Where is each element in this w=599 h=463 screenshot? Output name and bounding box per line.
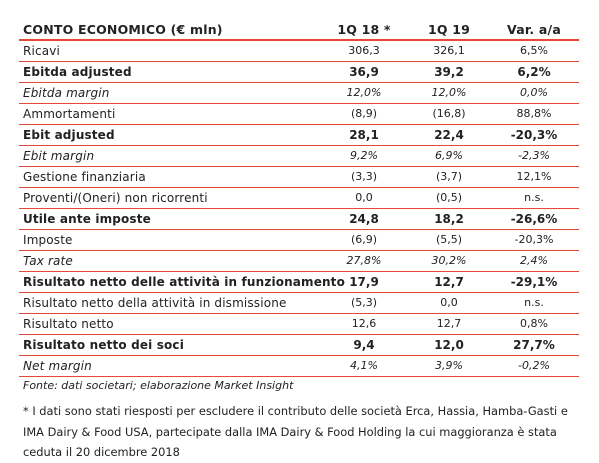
row-label: Risultato netto dei soci bbox=[23, 338, 184, 352]
table-row: Utile ante imposte 24,8 18,2 -26,6% bbox=[19, 209, 579, 230]
table-row: Risultato netto delle attività in funzio… bbox=[19, 272, 579, 293]
header-var: Var. a/a bbox=[489, 20, 579, 41]
table-row: Ebit margin 9,2% 6,9% -2,3% bbox=[19, 146, 579, 167]
row-value-1q18: 0,0 bbox=[355, 191, 373, 204]
row-value-1q19: 12,7 bbox=[434, 275, 464, 289]
row-value-var: 0,8% bbox=[520, 317, 548, 330]
row-value-1q18: (8,9) bbox=[350, 107, 378, 120]
row-value-1q19: 12,7 bbox=[436, 317, 462, 330]
row-label: Ebit margin bbox=[23, 149, 95, 163]
table-row: Gestione finanziaria (3,3) (3,7) 12,1% bbox=[19, 167, 579, 188]
row-value-1q18: (5,3) bbox=[350, 296, 378, 309]
row-value-var: 0,0% bbox=[520, 86, 548, 99]
row-value-var: -26,6% bbox=[510, 212, 558, 226]
row-value-var: -20,3% bbox=[510, 128, 558, 142]
row-value-1q18: 9,4 bbox=[353, 338, 375, 352]
table-row: Ricavi 306,3 326,1 6,5% bbox=[19, 40, 579, 62]
row-label: Ebit adjusted bbox=[23, 128, 115, 142]
table-row: Imposte (6,9) (5,5) -20,3% bbox=[19, 230, 579, 251]
row-value-1q18: 12,0% bbox=[346, 86, 382, 99]
row-label: Risultato netto della attività in dismis… bbox=[23, 296, 287, 310]
table-header-row: CONTO ECONOMICO (€ mln) 1Q 18 * 1Q 19 Va… bbox=[19, 20, 579, 41]
row-value-1q19: 326,1 bbox=[433, 44, 465, 57]
row-label: Ricavi bbox=[23, 44, 60, 58]
row-value-1q19: (16,8) bbox=[432, 107, 466, 120]
header-1q18: 1Q 18 * bbox=[319, 20, 409, 41]
table-row: Ebit adjusted 28,1 22,4 -20,3% bbox=[19, 125, 579, 146]
row-value-var: -0,2% bbox=[518, 359, 550, 372]
row-value-1q18: 28,1 bbox=[349, 128, 379, 142]
row-value-1q19: (3,7) bbox=[435, 170, 463, 183]
row-value-1q18: (6,9) bbox=[350, 233, 378, 246]
source-note: Fonte: dati societari; elaborazione Mark… bbox=[23, 379, 294, 392]
row-label: Imposte bbox=[23, 233, 73, 247]
header-label: CONTO ECONOMICO (€ mln) bbox=[19, 20, 319, 41]
row-label: Net margin bbox=[23, 359, 92, 373]
row-label: Risultato netto bbox=[23, 317, 114, 331]
row-value-1q18: 17,9 bbox=[349, 275, 379, 289]
row-value-1q19: 0,0 bbox=[440, 296, 458, 309]
row-value-1q18: 36,9 bbox=[349, 65, 379, 79]
row-value-var: -29,1% bbox=[510, 275, 558, 289]
row-value-1q19: 12,0% bbox=[431, 86, 467, 99]
row-label: Gestione finanziaria bbox=[23, 170, 146, 184]
row-value-var: 88,8% bbox=[516, 107, 552, 120]
row-value-1q18: 12,6 bbox=[351, 317, 377, 330]
income-statement-table: CONTO ECONOMICO (€ mln) 1Q 18 * 1Q 19 Va… bbox=[19, 20, 579, 377]
row-value-var: 12,1% bbox=[516, 170, 552, 183]
table-row: Ammortamenti (8,9) (16,8) 88,8% bbox=[19, 104, 579, 125]
table-row: Tax rate 27,8% 30,2% 2,4% bbox=[19, 251, 579, 272]
row-value-1q19: 30,2% bbox=[431, 254, 467, 267]
row-value-var: 27,7% bbox=[513, 338, 555, 352]
income-statement-table-container: CONTO ECONOMICO (€ mln) 1Q 18 * 1Q 19 Va… bbox=[19, 20, 579, 377]
row-value-1q18: 27,8% bbox=[346, 254, 382, 267]
table-row: Proventi/(Oneri) non ricorrenti 0,0 (0,5) n… bbox=[19, 188, 579, 209]
row-value-1q19: 3,9% bbox=[435, 359, 463, 372]
table-body: Ricavi 306,3 326,1 6,5% Ebitda adjusted 36,9 3… bbox=[19, 40, 579, 377]
row-label: Ammortamenti bbox=[23, 107, 116, 121]
row-label: Tax rate bbox=[23, 254, 73, 268]
row-value-var: 2,4% bbox=[520, 254, 548, 267]
row-value-1q18: 24,8 bbox=[349, 212, 379, 226]
row-label: Ebitda adjusted bbox=[23, 65, 132, 79]
row-value-1q18: 4,1% bbox=[350, 359, 378, 372]
table-row: Net margin 4,1% 3,9% -0,2% bbox=[19, 356, 579, 377]
footnote: * I dati sono stati riesposti per esclud… bbox=[23, 404, 568, 459]
row-label: Utile ante imposte bbox=[23, 212, 151, 226]
row-value-1q19: (5,5) bbox=[435, 233, 463, 246]
table-row: Risultato netto della attività in dismis… bbox=[19, 293, 579, 314]
table-row: Ebitda adjusted 36,9 39,2 6,2% bbox=[19, 62, 579, 83]
row-value-var: n.s. bbox=[524, 296, 544, 309]
row-label: Risultato netto delle attività in funzio… bbox=[23, 275, 345, 289]
table-row: Risultato netto 12,6 12,7 0,8% bbox=[19, 314, 579, 335]
row-value-1q18: 9,2% bbox=[350, 149, 378, 162]
row-value-1q18: (3,3) bbox=[350, 170, 378, 183]
row-value-1q19: 22,4 bbox=[434, 128, 464, 142]
row-value-var: 6,2% bbox=[517, 65, 551, 79]
row-value-var: -2,3% bbox=[518, 149, 550, 162]
row-value-var: -20,3% bbox=[514, 233, 554, 246]
row-value-1q19: 39,2 bbox=[434, 65, 464, 79]
table-row: Risultato netto dei soci 9,4 12,0 27,7% bbox=[19, 335, 579, 356]
row-label: Ebitda margin bbox=[23, 86, 110, 100]
row-value-1q19: 12,0 bbox=[434, 338, 464, 352]
row-value-var: n.s. bbox=[524, 191, 544, 204]
row-label: Proventi/(Oneri) non ricorrenti bbox=[23, 191, 208, 205]
table-row: Ebitda margin 12,0% 12,0% 0,0% bbox=[19, 83, 579, 104]
row-value-1q19: 18,2 bbox=[434, 212, 464, 226]
row-value-1q19: (0,5) bbox=[435, 191, 463, 204]
header-1q19: 1Q 19 bbox=[409, 20, 489, 41]
row-value-1q19: 6,9% bbox=[435, 149, 463, 162]
row-value-1q18: 306,3 bbox=[348, 44, 380, 57]
row-value-var: 6,5% bbox=[520, 44, 548, 57]
